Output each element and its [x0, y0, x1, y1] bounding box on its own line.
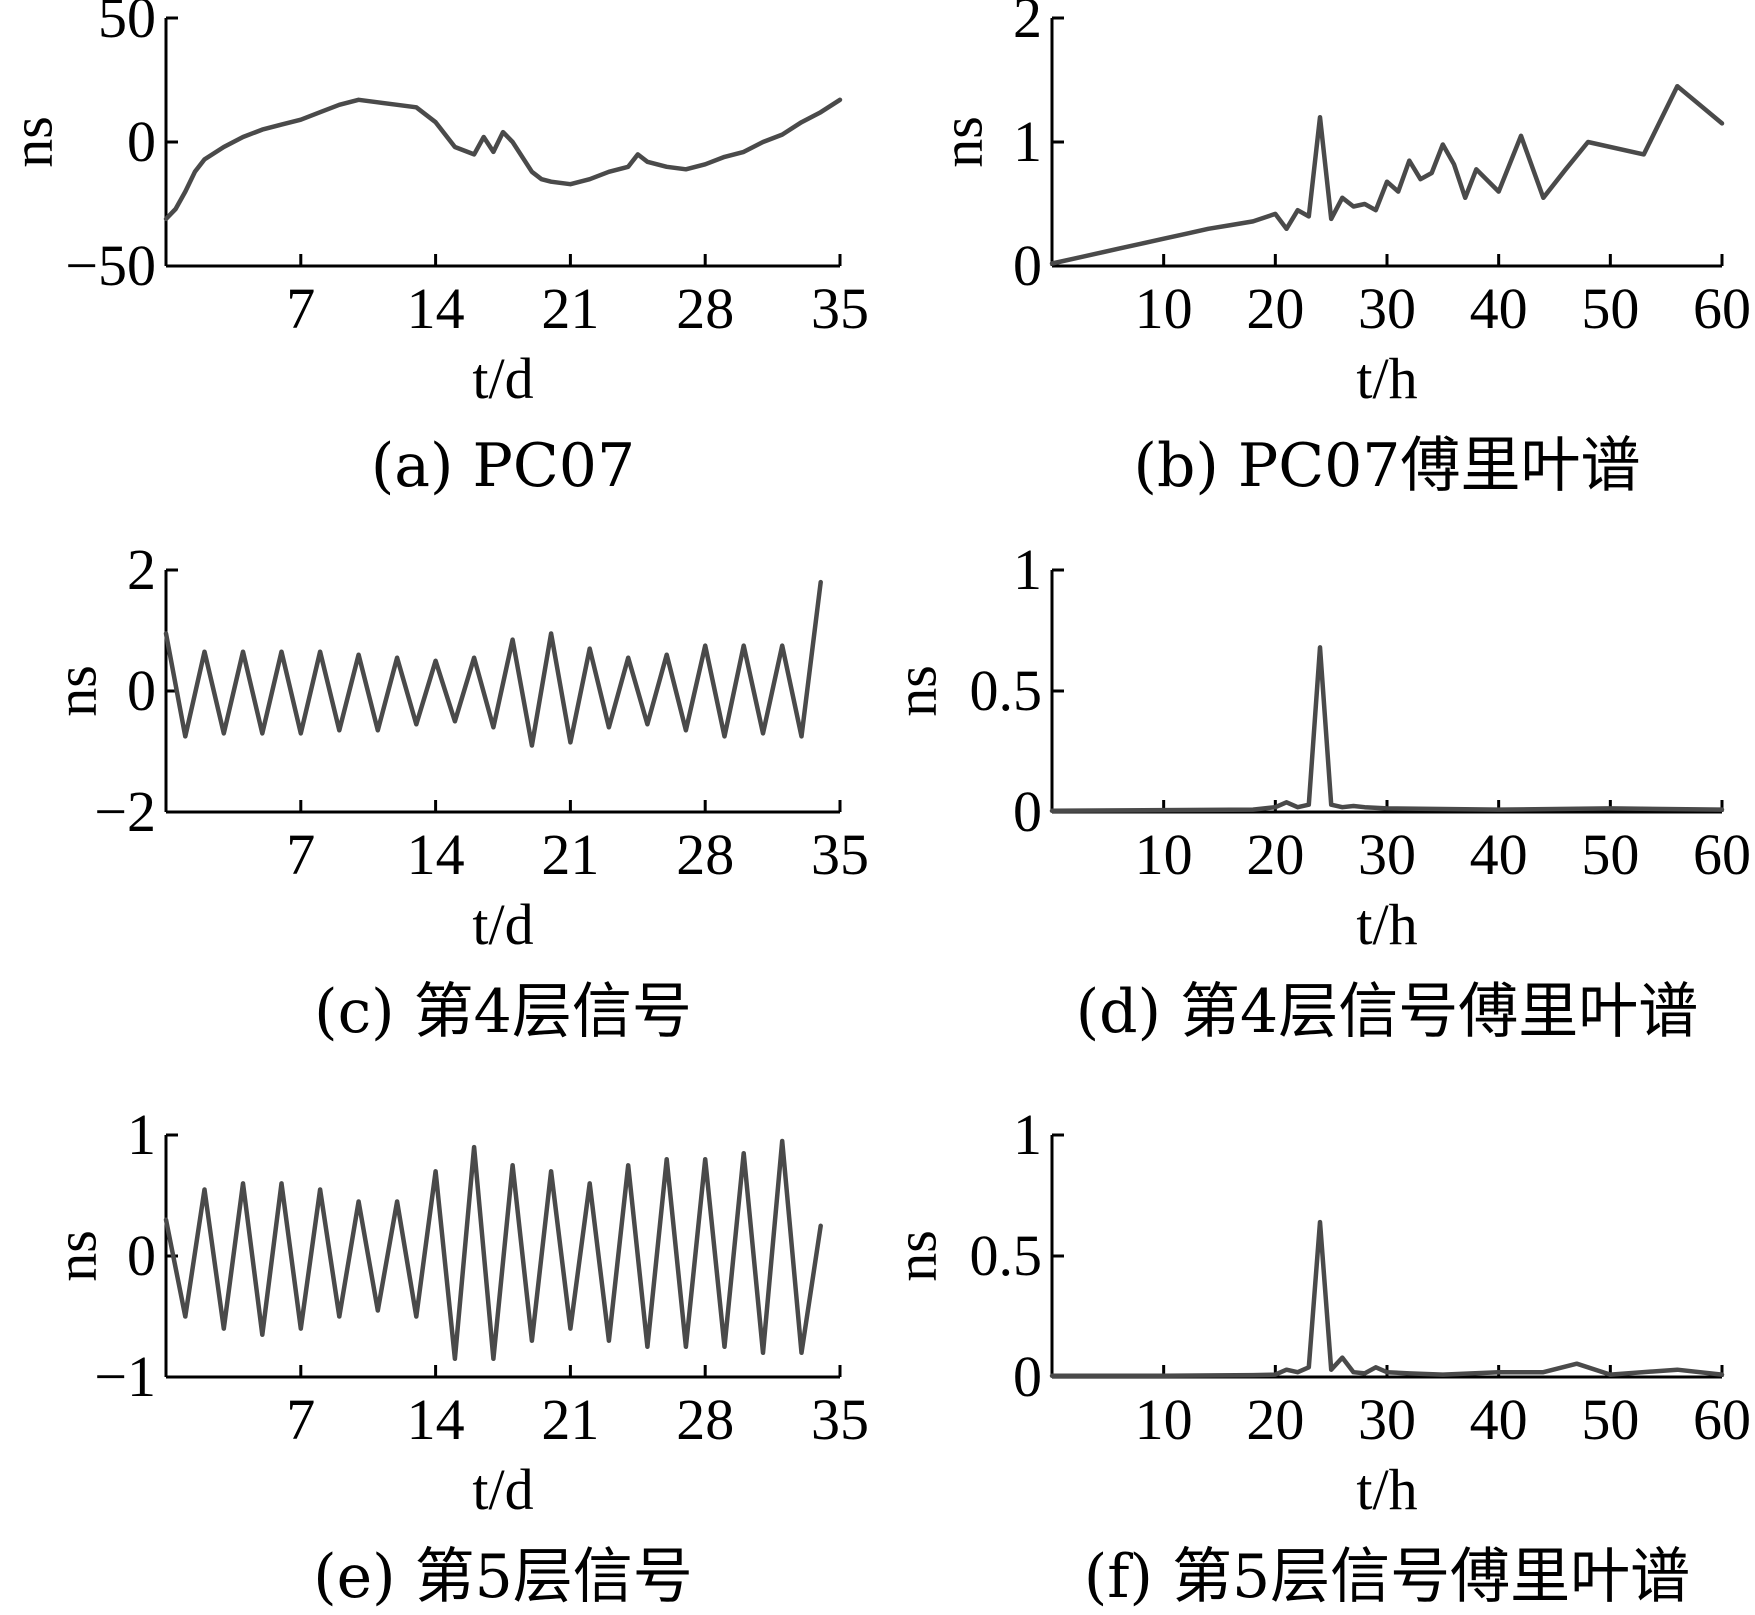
- y-tick-label: −2: [94, 779, 156, 844]
- panel-caption: (d) 第4层信号傅里叶谱: [1076, 977, 1698, 1047]
- y-tick-label: 0: [127, 109, 156, 174]
- x-axis-label: t/d: [472, 1457, 533, 1522]
- y-tick-label: 0: [1013, 233, 1042, 298]
- series-line: [163, 579, 823, 748]
- y-axis-label: ns: [43, 1230, 108, 1282]
- x-tick-label: 50: [1581, 1387, 1639, 1452]
- series-line: [163, 1138, 823, 1362]
- chart-panel-b: 10 20 30 40 50 60 0 1 2 t/h ns (b) PC07傅里叶谱: [929, 0, 1751, 501]
- y-tick-label: 50: [98, 0, 156, 50]
- x-tick-label: 7: [286, 276, 315, 341]
- y-axis-label: ns: [43, 665, 108, 717]
- x-tick-label: 35: [811, 822, 869, 887]
- x-tick-label: 40: [1470, 822, 1528, 887]
- y-tick-label: −50: [65, 233, 156, 298]
- y-tick-label: 1: [1013, 109, 1042, 174]
- x-axis-label: t/d: [472, 892, 533, 957]
- x-tick-label: 60: [1693, 822, 1751, 887]
- x-tick-label: 60: [1693, 1387, 1751, 1452]
- x-tick-label: 28: [676, 1387, 734, 1452]
- chart-panel-c: 7 14 21 28 35 −2 0 2 t/d ns (c) 第4层信号: [43, 537, 869, 1047]
- chart-panel-a: 7 14 21 28 35 −50 0 50 t/d ns (a) PC07: [0, 0, 869, 501]
- y-tick-label: 0: [1013, 1344, 1042, 1409]
- x-tick-label: 21: [541, 822, 599, 887]
- x-tick-label: 10: [1135, 276, 1193, 341]
- x-tick-label: 7: [286, 1387, 315, 1452]
- y-axis-label: ns: [0, 116, 64, 168]
- x-tick-label: 10: [1135, 822, 1193, 887]
- y-tick-label: 1: [127, 1102, 156, 1167]
- x-tick-label: 10: [1135, 1387, 1193, 1452]
- y-axis-label: ns: [929, 116, 994, 168]
- y-tick-label: 1: [1013, 537, 1042, 602]
- series-line: [1049, 1219, 1725, 1379]
- x-tick-label: 14: [407, 822, 465, 887]
- x-axis-label: t/h: [1356, 346, 1417, 411]
- series-line: [1049, 645, 1725, 814]
- y-tick-label: 0.5: [970, 658, 1043, 723]
- x-axis-label: t/h: [1356, 1457, 1417, 1522]
- x-tick-label: 50: [1581, 822, 1639, 887]
- y-tick-label: 0: [127, 1223, 156, 1288]
- x-tick-label: 28: [676, 276, 734, 341]
- x-tick-label: 28: [676, 822, 734, 887]
- y-tick-label: −1: [94, 1344, 156, 1409]
- x-tick-label: 60: [1693, 276, 1751, 341]
- series-line: [163, 97, 843, 222]
- x-tick-label: 7: [286, 822, 315, 887]
- series-line: [1049, 83, 1725, 266]
- x-axis-label: t/d: [472, 346, 533, 411]
- x-tick-label: 21: [541, 276, 599, 341]
- panel-caption: (a) PC07: [371, 431, 635, 501]
- y-tick-label: 1: [1013, 1102, 1042, 1167]
- x-tick-label: 14: [407, 276, 465, 341]
- y-tick-label: 2: [127, 537, 156, 602]
- chart-panel-f: 10 20 30 40 50 60 0 0.5 1 t/h ns (f) 第5层信号傅里叶谱: [883, 1102, 1751, 1612]
- y-tick-label: 0.5: [970, 1223, 1043, 1288]
- x-tick-label: 35: [811, 1387, 869, 1452]
- y-axis-label: ns: [883, 1230, 948, 1282]
- panel-caption: (f) 第5层信号傅里叶谱: [1084, 1542, 1690, 1612]
- chart-panel-e: 7 14 21 28 35 −1 0 1 t/d ns (e) 第5层信号: [43, 1102, 869, 1612]
- panel-caption: (c) 第4层信号: [314, 977, 692, 1047]
- y-tick-label: 2: [1013, 0, 1042, 50]
- x-tick-label: 30: [1358, 822, 1416, 887]
- x-tick-label: 35: [811, 276, 869, 341]
- x-tick-label: 21: [541, 1387, 599, 1452]
- x-tick-label: 40: [1470, 1387, 1528, 1452]
- panel-caption: (e) 第5层信号: [313, 1542, 693, 1612]
- y-tick-label: 0: [1013, 779, 1042, 844]
- x-tick-label: 14: [407, 1387, 465, 1452]
- y-tick-label: 0: [127, 658, 156, 723]
- x-tick-label: 20: [1246, 1387, 1304, 1452]
- y-axis-label: ns: [883, 665, 948, 717]
- x-tick-label: 30: [1358, 1387, 1416, 1452]
- x-tick-label: 40: [1470, 276, 1528, 341]
- panel-caption: (b) PC07傅里叶谱: [1134, 431, 1641, 501]
- x-tick-label: 30: [1358, 276, 1416, 341]
- x-tick-label: 20: [1246, 822, 1304, 887]
- x-tick-label: 20: [1246, 276, 1304, 341]
- x-tick-label: 50: [1581, 276, 1639, 341]
- chart-panel-d: 10 20 30 40 50 60 0 0.5 1 t/h ns (d) 第4层信号傅里叶谱: [883, 537, 1751, 1047]
- x-axis-label: t/h: [1356, 892, 1417, 957]
